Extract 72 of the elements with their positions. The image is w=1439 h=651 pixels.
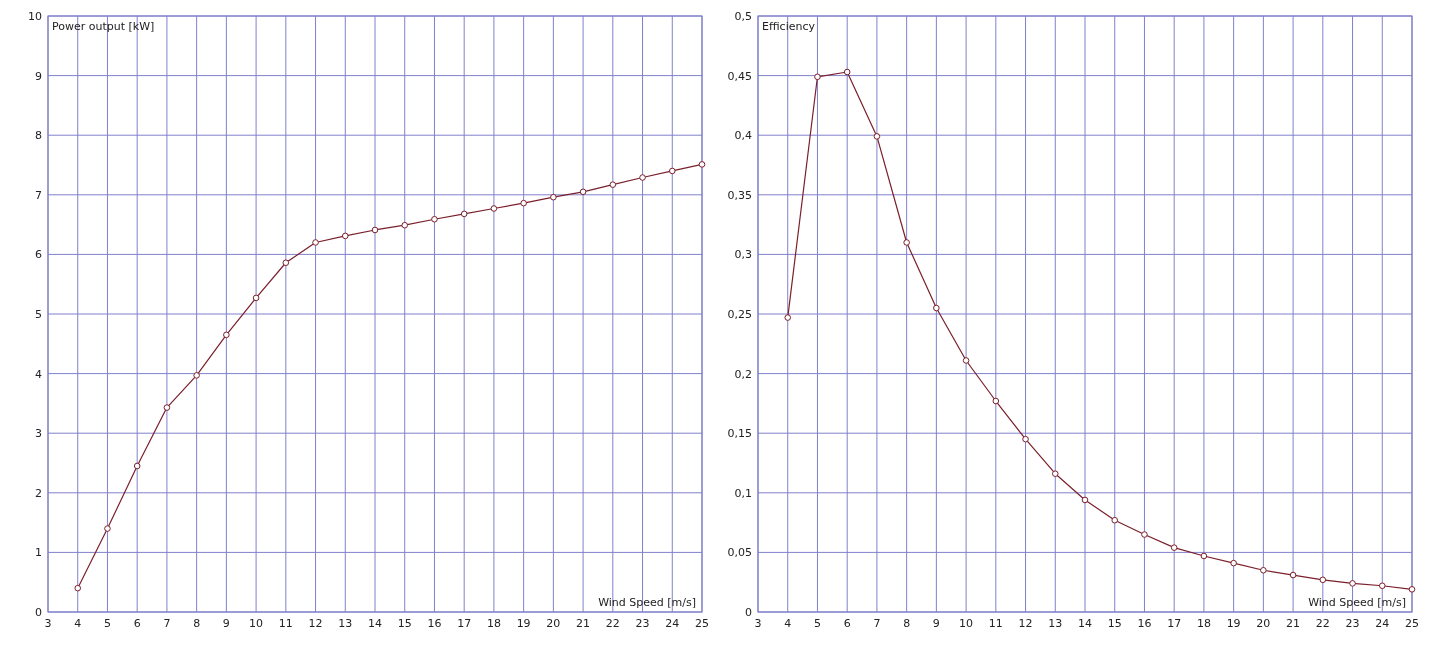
x-tick-label: 6 — [843, 617, 851, 630]
x-tick-label: 5 — [813, 617, 821, 630]
x-tick-label: 23 — [1345, 617, 1360, 630]
y-tick-label: 0,4 — [734, 129, 752, 143]
x-tick-label: 13 — [1048, 617, 1063, 630]
x-tick-label: 16 — [427, 617, 442, 630]
x-tick-label: 11 — [278, 617, 293, 630]
x-tick-label: 12 — [1018, 617, 1033, 630]
x-tick-label: 9 — [222, 617, 230, 630]
y-tick-label: 0,05 — [727, 546, 752, 560]
x-tick-label: 5 — [103, 617, 111, 630]
x-tick-label: 25 — [1405, 617, 1419, 630]
y-tick-label: 1 — [35, 546, 42, 560]
x-tick-label: 25 — [695, 617, 709, 630]
x-tick-label: 3 — [44, 617, 52, 630]
x-tick-label: 14 — [1078, 617, 1092, 630]
x-tick-label: 7 — [873, 617, 881, 630]
x-tick-label: 10 — [249, 617, 264, 630]
x-tick-label: 12 — [308, 617, 323, 630]
x-tick-label: 19 — [1226, 617, 1241, 630]
x-tick-label: 22 — [605, 617, 620, 630]
x-tick-label: 17 — [1167, 617, 1182, 630]
x-tick-label: 4 — [784, 617, 792, 630]
y-axis-title: Power output [kW] — [52, 20, 155, 33]
y-tick-label: 0,45 — [727, 69, 752, 83]
y-tick-label: 6 — [35, 248, 42, 262]
x-tick-label: 18 — [486, 617, 501, 630]
y-tick-label: 8 — [35, 129, 42, 143]
x-tick-label: 15 — [397, 617, 412, 630]
x-tick-label: 19 — [516, 617, 531, 630]
x-tick-label: 22 — [1315, 617, 1330, 630]
x-tick-label: 8 — [193, 617, 201, 630]
y-axis-title: Efficiency — [762, 20, 816, 33]
x-tick-label: 8 — [903, 617, 911, 630]
y-tick-label: 10 — [28, 10, 42, 23]
x-tick-label: 7 — [163, 617, 171, 630]
y-tick-label: 0,1 — [734, 486, 752, 500]
x-tick-label: 24 — [1375, 617, 1390, 630]
x-tick-label: 9 — [932, 617, 940, 630]
x-tick-label: 23 — [635, 617, 650, 630]
x-tick-label: 16 — [1137, 617, 1152, 630]
x-tick-label: 6 — [133, 617, 141, 630]
y-tick-label: 0,35 — [727, 188, 752, 202]
y-tick-label: 0,3 — [734, 248, 752, 262]
y-tick-label: 4 — [35, 367, 42, 381]
y-tick-label: 3 — [35, 427, 42, 441]
x-tick-label: 13 — [338, 617, 353, 630]
y-tick-label: 0 — [745, 606, 752, 619]
x-tick-label: 3 — [754, 617, 762, 630]
y-tick-label: 5 — [35, 308, 42, 321]
x-tick-label: 24 — [665, 617, 680, 630]
x-tick-label: 21 — [576, 617, 591, 630]
x-tick-label: 10 — [959, 617, 974, 630]
y-tick-label: 2 — [35, 486, 42, 500]
x-axis-title: Wind Speed [m/s] — [1308, 596, 1406, 609]
x-tick-label: 15 — [1107, 617, 1122, 630]
x-tick-label: 21 — [1286, 617, 1301, 630]
x-tick-label: 20 — [546, 617, 561, 630]
x-tick-label: 14 — [368, 617, 382, 630]
y-tick-label: 7 — [35, 188, 42, 202]
x-tick-label: 18 — [1196, 617, 1211, 630]
y-tick-label: 0,15 — [727, 427, 752, 441]
y-tick-label: 0,25 — [727, 308, 752, 321]
y-tick-label: 0,2 — [734, 367, 752, 381]
y-tick-label: 9 — [35, 69, 42, 83]
x-tick-label: 20 — [1256, 617, 1271, 630]
x-axis-title: Wind Speed [m/s] — [598, 596, 696, 609]
x-tick-label: 4 — [74, 617, 82, 630]
x-tick-label: 17 — [457, 617, 472, 630]
y-tick-label: 0 — [35, 606, 42, 619]
x-tick-label: 11 — [988, 617, 1003, 630]
y-tick-label: 0,5 — [734, 10, 752, 23]
